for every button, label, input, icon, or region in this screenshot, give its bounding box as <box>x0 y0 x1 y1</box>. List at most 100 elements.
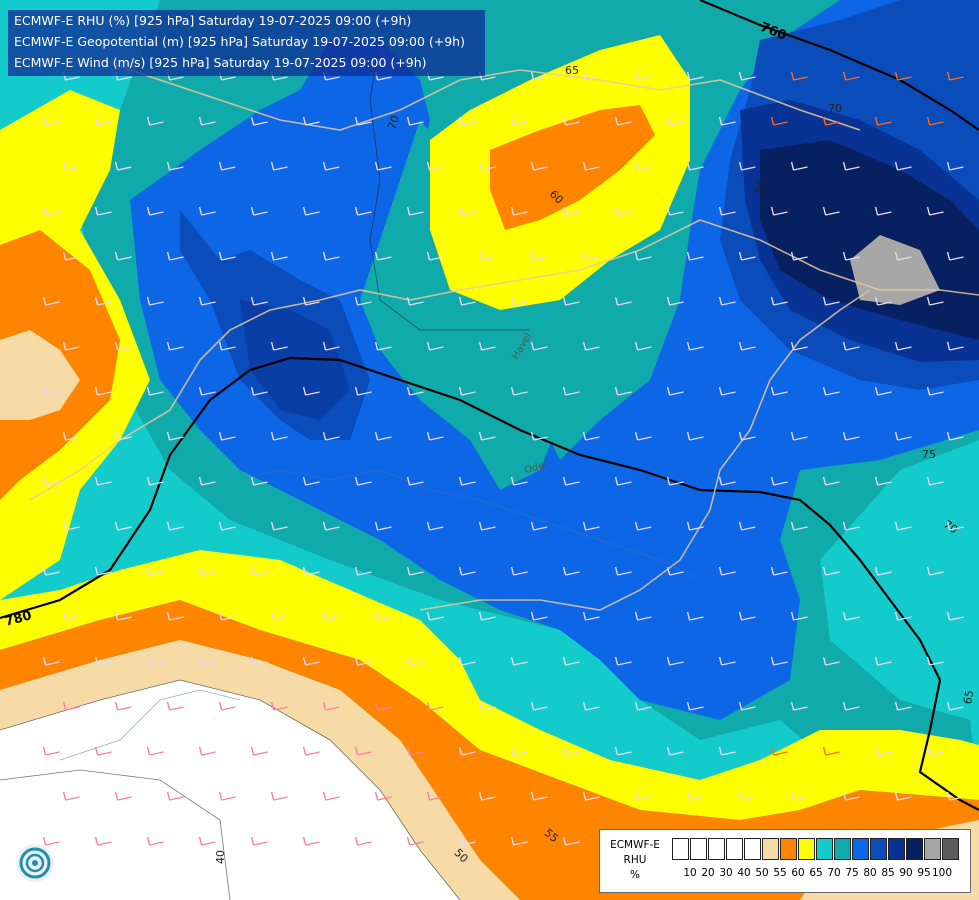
legend-tick-label: 60 <box>791 867 805 879</box>
wind-barb <box>790 71 808 81</box>
legend-title-line: RHU <box>623 854 647 866</box>
wind-barb <box>510 386 528 396</box>
border-line <box>99 59 861 131</box>
wind-barb <box>426 791 444 801</box>
wind-barb <box>738 701 756 711</box>
wind-barb <box>790 431 808 441</box>
wind-barb <box>146 206 164 216</box>
wind-barb <box>458 836 476 846</box>
wind-barb <box>946 431 964 441</box>
wind-barb <box>530 71 548 81</box>
legend-tick-label: 70 <box>827 867 841 879</box>
geopotential-780-line <box>0 356 979 811</box>
wind-barb <box>62 431 80 441</box>
wind-barb <box>718 656 736 666</box>
wind-barb <box>530 251 548 261</box>
wind-barb <box>686 341 704 351</box>
wind-barb <box>198 296 216 306</box>
wind-barb <box>686 161 704 171</box>
legend-tick-label: 20 <box>701 867 715 879</box>
wind-barb <box>894 431 912 441</box>
wind-barb <box>686 431 704 441</box>
wind-barb <box>894 611 912 621</box>
wind-barb <box>718 296 736 306</box>
rhu-label: 65 <box>565 64 579 77</box>
legend-swatch <box>762 838 779 860</box>
wind-barb <box>582 701 600 711</box>
wind-barb <box>166 431 184 441</box>
legend-tick-label: 100 <box>931 867 953 879</box>
wind-barb <box>562 116 580 126</box>
wind-barb <box>634 701 652 711</box>
rhu-band-75-inner <box>360 120 560 490</box>
wind-barb <box>894 791 912 801</box>
rhu-band-60-south <box>0 600 979 900</box>
wind-barb <box>478 791 496 801</box>
legend-tick-label: 40 <box>737 867 751 879</box>
wind-barb <box>666 656 684 666</box>
wind-barb <box>302 386 320 396</box>
wind-barb <box>406 296 424 306</box>
wind-barb <box>354 566 372 576</box>
wind-barb <box>510 656 528 666</box>
wind-barb <box>666 116 684 126</box>
wind-barb <box>842 701 860 711</box>
wind-barb <box>94 746 112 756</box>
wind-barb <box>374 161 392 171</box>
wind-barb <box>822 386 840 396</box>
wind-barb <box>146 116 164 126</box>
wind-barb <box>250 656 268 666</box>
legend-swatch <box>708 838 725 860</box>
rhu-contour-line <box>0 679 461 900</box>
header-title-geopotential: ECMWF-E Geopotential (m) [925 hPa] Satur… <box>14 34 465 49</box>
wind-barb <box>478 431 496 441</box>
wind-barb <box>738 611 756 621</box>
wind-barb <box>198 656 216 666</box>
wind-barb <box>426 611 444 621</box>
wind-barb <box>478 251 496 261</box>
wind-barb <box>738 161 756 171</box>
wind-barb <box>770 296 788 306</box>
wind-barb <box>822 206 840 216</box>
wind-barb <box>510 836 528 846</box>
wind-barb <box>166 791 184 801</box>
wind-barb <box>458 296 476 306</box>
wind-barb <box>270 161 288 171</box>
wind-barb <box>634 521 652 531</box>
wind-barb <box>354 206 372 216</box>
wind-barb <box>406 386 424 396</box>
rhu-label: 65 <box>961 689 976 705</box>
wind-barb <box>770 476 788 486</box>
legend-swatch <box>924 838 941 860</box>
wind-barb <box>166 701 184 711</box>
wind-barb <box>842 521 860 531</box>
wind-barb <box>510 206 528 216</box>
wind-barb <box>322 791 340 801</box>
rhu-band-50-south <box>0 680 460 900</box>
wind-barb <box>666 476 684 486</box>
wind-barb <box>718 746 736 756</box>
legend-tick-label: 65 <box>809 867 823 879</box>
wind-barb <box>686 611 704 621</box>
wind-barb <box>634 611 652 621</box>
wind-barb <box>146 746 164 756</box>
wind-barb <box>562 836 580 846</box>
wind-barb <box>62 611 80 621</box>
wind-barb <box>478 611 496 621</box>
wind-barb <box>270 341 288 351</box>
wind-barb <box>42 476 60 486</box>
geopotential-label-780: 780 <box>3 608 33 630</box>
legend-tick-label: 90 <box>899 867 913 879</box>
wind-barb <box>614 296 632 306</box>
wind-barb <box>374 431 392 441</box>
wind-barb <box>894 71 912 81</box>
wind-barb <box>686 521 704 531</box>
wind-barb <box>822 116 840 126</box>
wind-barb <box>842 71 860 81</box>
wind-barb <box>478 521 496 531</box>
wind-barb <box>842 251 860 261</box>
wind-barb <box>894 341 912 351</box>
wind-barb <box>510 566 528 576</box>
wind-barb <box>426 251 444 261</box>
wind-barb <box>62 251 80 261</box>
